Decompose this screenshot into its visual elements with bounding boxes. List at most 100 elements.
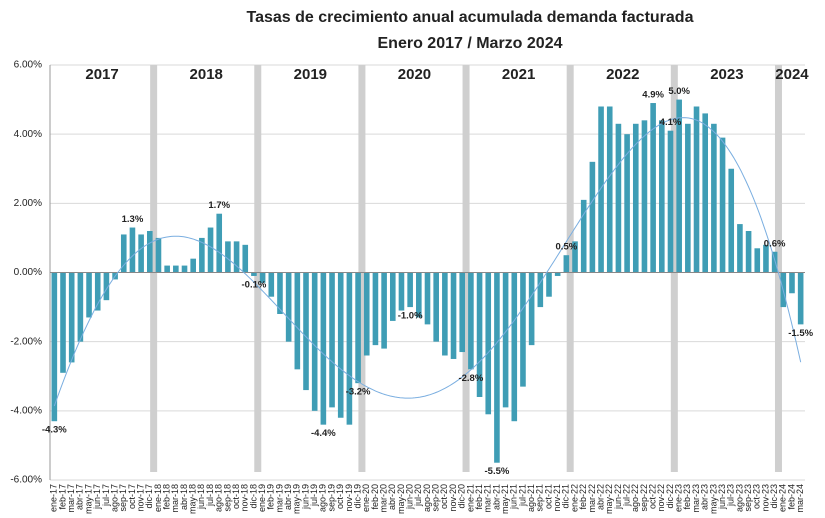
bar <box>389 272 396 321</box>
x-tick-label: nov-19 <box>344 484 354 512</box>
x-tick-label: may-22 <box>604 484 614 514</box>
x-tick-label: dic-21 <box>561 484 571 509</box>
bar <box>650 103 656 273</box>
bar <box>728 168 735 273</box>
bar <box>216 213 223 273</box>
bar <box>424 272 431 325</box>
x-tick-label: ene-19 <box>257 484 267 512</box>
year-label: 2020 <box>398 66 431 83</box>
x-tick-label: nov-17 <box>135 484 145 512</box>
x-tick-label: nov-18 <box>240 484 250 512</box>
bar <box>745 231 752 273</box>
value-label: 5.0% <box>668 86 690 97</box>
bar <box>433 272 439 342</box>
bar <box>632 123 639 273</box>
x-tick-label: may-17 <box>83 484 93 514</box>
y-tick-label: -6.00% <box>10 475 42 486</box>
bar <box>416 272 422 318</box>
bar <box>468 272 474 370</box>
bar <box>381 272 387 349</box>
bar <box>398 272 405 311</box>
x-tick-label: oct-18 <box>231 484 241 509</box>
bar <box>51 272 58 422</box>
x-tick-label: dic-19 <box>352 484 362 509</box>
bar <box>494 272 500 463</box>
x-tick-label: ago-19 <box>318 484 328 512</box>
bar <box>277 272 283 314</box>
value-label: -1.5% <box>788 328 813 339</box>
bar <box>190 258 196 273</box>
year-label: 2018 <box>190 66 223 83</box>
bar <box>268 272 275 297</box>
x-tick-label: jun-22 <box>613 484 623 510</box>
bar <box>94 272 101 311</box>
x-tick-label: oct-17 <box>127 484 137 509</box>
year-separator <box>150 65 158 472</box>
bar <box>173 265 179 273</box>
bar <box>711 123 717 273</box>
x-tick-label: sep-18 <box>222 484 232 512</box>
bar <box>242 244 249 273</box>
x-tick-label: feb-18 <box>162 484 172 510</box>
bar <box>624 134 630 273</box>
x-tick-label: oct-23 <box>752 484 762 509</box>
x-tick-label: jul-18 <box>205 484 215 507</box>
x-tick-label: oct-19 <box>335 484 345 509</box>
value-label: 0.6% <box>764 238 786 249</box>
bar <box>789 272 795 294</box>
x-tick-label: ago-20 <box>422 484 432 512</box>
bar <box>520 272 526 387</box>
trendline <box>53 117 802 407</box>
x-tick-label: ene-22 <box>569 484 579 512</box>
x-tick-label: jun-18 <box>196 484 206 510</box>
x-tick-label: oct-22 <box>648 484 658 509</box>
x-tick-label: ene-20 <box>361 484 371 512</box>
bar <box>641 120 648 273</box>
x-tick-label: ago-23 <box>734 484 744 512</box>
y-tick-label: 6.00% <box>14 60 42 71</box>
year-separator <box>566 65 574 472</box>
year-label: 2021 <box>502 66 535 83</box>
x-tick-label: jun-21 <box>509 484 519 510</box>
bar <box>598 106 604 273</box>
x-tick-label: feb-17 <box>57 484 67 510</box>
bar <box>294 272 301 370</box>
bar <box>103 272 110 301</box>
bar <box>372 272 379 346</box>
bar <box>485 272 492 415</box>
x-tick-label: sep-23 <box>743 484 753 512</box>
bar <box>511 272 518 422</box>
x-tick-label: ene-17 <box>49 484 59 512</box>
bar <box>502 272 509 408</box>
x-tick-label: dic-18 <box>248 484 258 509</box>
x-tick-label: ene-18 <box>153 484 163 512</box>
bar <box>546 272 552 297</box>
x-tick-label: dic-17 <box>144 484 154 509</box>
y-tick-label: 0.00% <box>14 267 42 278</box>
x-tick-label: jun-19 <box>300 484 310 510</box>
x-tick-label: mar-18 <box>170 484 180 513</box>
x-tick-label: dic-22 <box>665 484 675 509</box>
year-label: 2019 <box>294 66 327 83</box>
x-tick-label: jul-21 <box>517 484 527 507</box>
x-tick-label: abr-21 <box>491 484 501 510</box>
bar <box>659 120 665 273</box>
x-tick-label: mar-20 <box>378 484 388 513</box>
x-tick-label: abr-19 <box>283 484 293 510</box>
bar <box>580 199 587 273</box>
value-label: -3.2% <box>346 387 371 398</box>
bar <box>797 272 804 325</box>
bar <box>138 234 144 273</box>
bar <box>303 272 309 391</box>
x-tick-label: mar-24 <box>795 484 805 513</box>
bar <box>155 237 162 273</box>
bar <box>685 123 691 273</box>
value-label: -1.0% <box>398 311 423 322</box>
x-tick-label: nov-22 <box>656 484 666 512</box>
bar <box>667 130 674 273</box>
x-tick-label: feb-22 <box>578 484 588 510</box>
y-tick-label: -4.00% <box>10 405 42 416</box>
x-tick-label: abr-22 <box>595 484 605 510</box>
year-label: 2024 <box>775 66 809 83</box>
x-tick-label: may-20 <box>396 484 406 514</box>
